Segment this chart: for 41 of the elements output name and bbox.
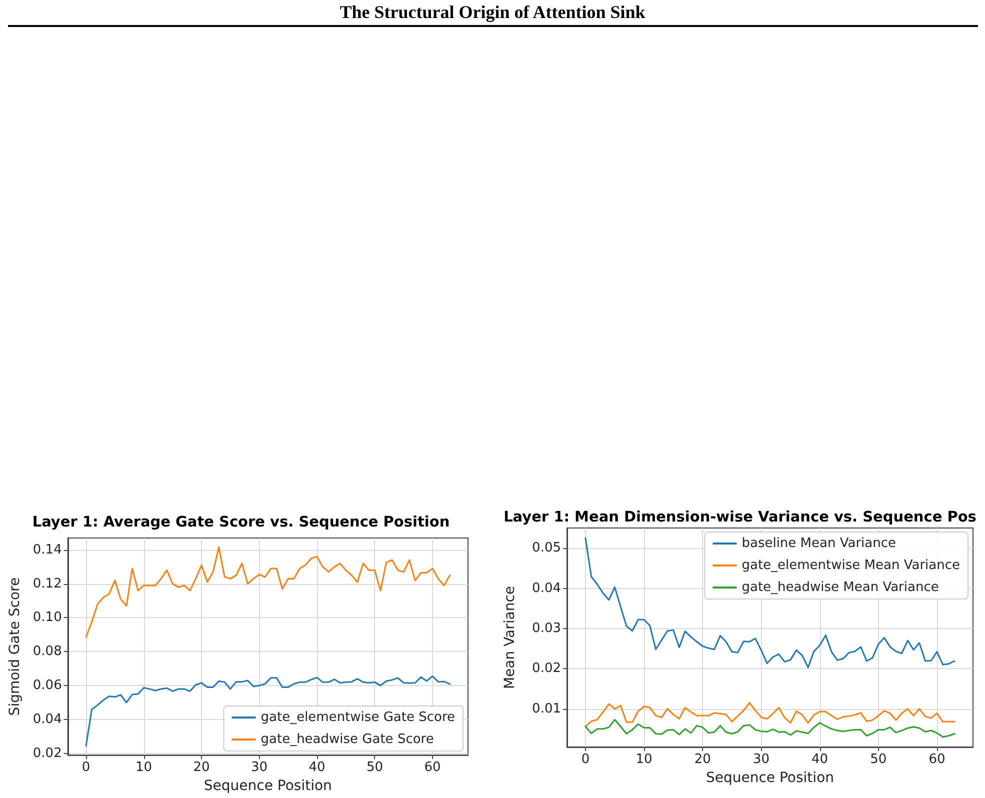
x-axis-title: Sequence Position (706, 770, 834, 786)
y-tick-label: 0.01 (532, 701, 561, 716)
x-tick-label: 0 (82, 760, 90, 776)
x-tick-label: 20 (193, 760, 210, 776)
y-tick-label: 0.03 (532, 620, 561, 636)
x-tick-label: 30 (250, 760, 268, 776)
y-axis-title: Mean Variance (502, 586, 518, 690)
y-tick-label: 0.04 (532, 580, 561, 596)
x-tick-label: 60 (424, 760, 441, 776)
x-tick-label: 20 (694, 752, 711, 767)
line-series (584, 718, 956, 738)
text: The Structural Origin of Attention Sink (338, 2, 646, 23)
line-series (584, 702, 956, 728)
x-tick-label: 50 (366, 760, 384, 776)
x-tick-label: 60 (928, 752, 946, 767)
y-tick-label: 0.04 (32, 712, 62, 727)
y-axis-title: Sigmoid Gate Score (7, 577, 23, 716)
legend-label: gate_elementwise Gate Score (260, 710, 456, 725)
y-tick-label: 0.06 (32, 678, 62, 694)
x-tick-label: 40 (308, 760, 326, 776)
y-tick-label: 0.08 (32, 644, 62, 660)
y-tick-label: 0.05 (532, 540, 561, 556)
x-tick-label: 40 (812, 752, 828, 767)
y-tick-label: 0.12 (32, 576, 62, 592)
x-tick-label: 50 (870, 752, 887, 767)
x-tick-label: 30 (752, 752, 770, 767)
y-tick-label: 0.02 (32, 746, 62, 761)
x-tick-label: 10 (136, 760, 152, 776)
chart-title: Layer 1: Average Gate Score vs. Sequence Position (32, 514, 450, 530)
x-tick-label: 10 (636, 752, 652, 767)
legend-label: gate_elementwise Mean Variance (742, 558, 960, 573)
y-tick-label: 0.02 (532, 661, 561, 676)
x-axis-title: Sequence Position (204, 778, 332, 794)
y-tick-label: 0.14 (32, 542, 62, 558)
legend-label: gate_headwise Gate Score (260, 732, 434, 747)
legend-label: baseline Mean Variance (742, 536, 896, 551)
chart-title: Layer 1: Mean Dimension-wise Variance vs. Sequence Pos (504, 510, 976, 526)
x-tick-label: 0 (581, 752, 590, 767)
line-series (85, 546, 451, 638)
legend-label: gate_headwise Mean Variance (742, 580, 939, 595)
y-tick-label: 0.10 (32, 610, 62, 626)
